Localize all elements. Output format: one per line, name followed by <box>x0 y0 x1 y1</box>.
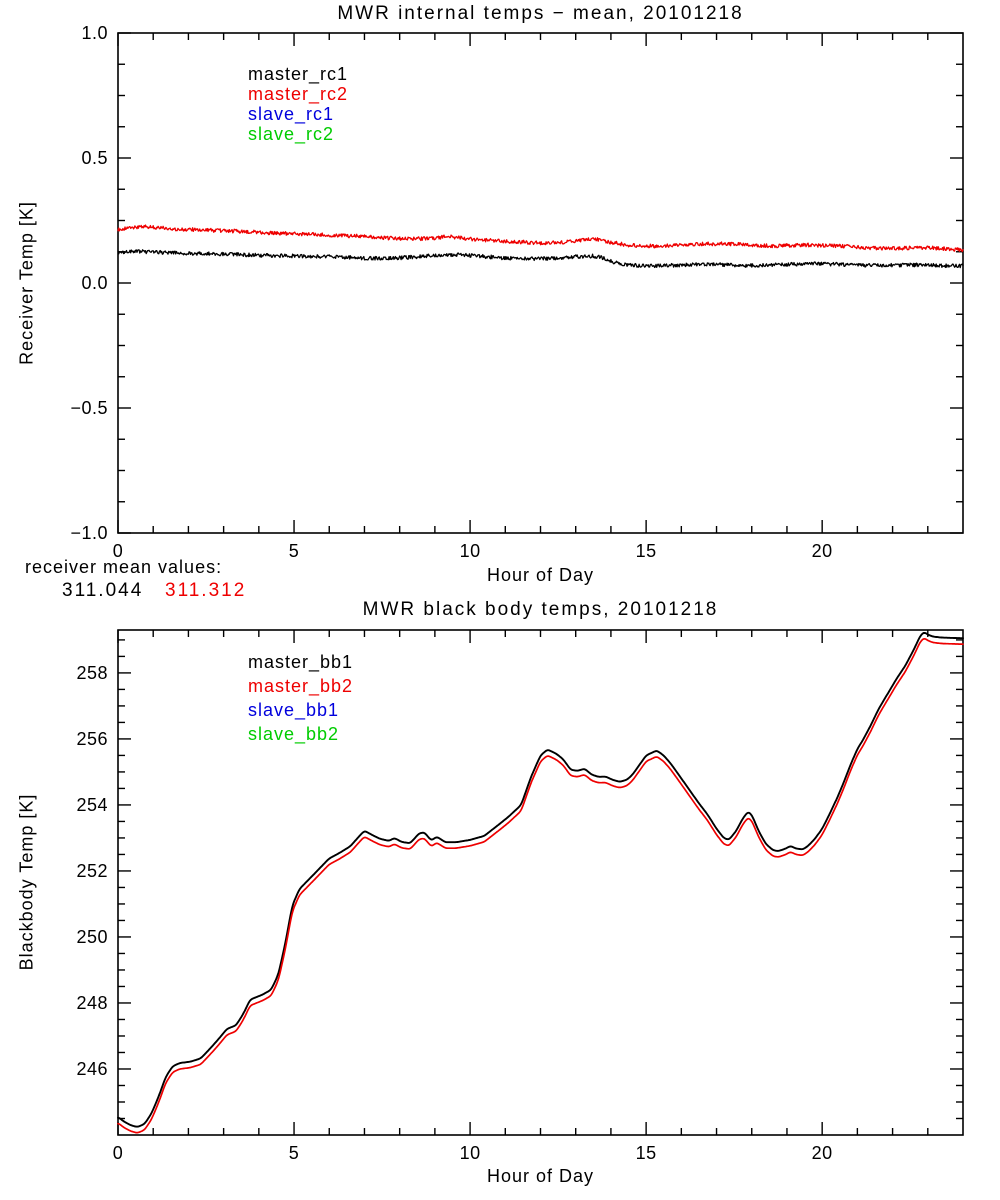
top-plot: 0 5 10 15 20 −1.0 −0.5 0.0 0.5 1.0 <box>70 23 964 561</box>
bottom-legend: master_bb1 master_bb2 slave_bb1 slave_bb… <box>248 650 353 746</box>
receiver-mean-caption: receiver mean values: <box>25 557 223 577</box>
y-tick-label: 248 <box>76 993 108 1013</box>
legend-label-slave-bb1: slave_bb1 <box>248 700 340 720</box>
bottom-plot-title: MWR black body temps, 20101218 <box>362 599 719 620</box>
series-master_rc2 <box>117 224 964 253</box>
x-tick-label: 5 <box>289 1143 300 1163</box>
top-x-axis-label: Hour of Day <box>486 565 595 585</box>
x-tick-label: 20 <box>812 541 833 561</box>
receiver-mean-value-2: 311.312 <box>165 580 247 601</box>
y-tick-label: 250 <box>76 927 108 947</box>
legend-label-master-rc1: master_rc1 <box>248 64 349 84</box>
bottom-x-axis-label: Hour of Day <box>486 1166 595 1186</box>
plot-frame <box>117 32 964 534</box>
receiver-mean-value-1: 311.044 <box>62 580 144 601</box>
y-tick-label: 0.5 <box>81 148 108 168</box>
tick-labels: 0 5 10 15 20 −1.0 −0.5 0.0 0.5 1.0 <box>70 23 832 561</box>
tick-labels: 0 5 10 15 20 246 248 250 252 254 256 258 <box>76 663 832 1163</box>
x-tick-label: 5 <box>289 541 300 561</box>
plot-frame <box>117 629 964 1136</box>
x-tick-label: 10 <box>460 541 481 561</box>
legend-label-master-bb2: master_bb2 <box>248 676 354 696</box>
y-tick-label: −0.5 <box>70 398 108 418</box>
legend-label-master-rc2: master_rc2 <box>248 84 349 104</box>
axis-ticks <box>117 630 963 1135</box>
series-master_bb2 <box>117 637 964 1134</box>
bottom-y-axis-label: Blackbody Temp [K] <box>16 793 37 971</box>
y-tick-label: 252 <box>76 861 108 881</box>
y-tick-label: 246 <box>76 1059 108 1079</box>
top-legend: master_rc1 master_rc2 slave_rc1 slave_rc… <box>248 64 348 144</box>
axis-ticks <box>117 32 963 534</box>
legend-label-slave-rc2: slave_rc2 <box>248 124 335 144</box>
x-tick-label: 20 <box>812 1143 833 1163</box>
x-tick-label: 0 <box>113 1143 124 1163</box>
series-master_bb1 <box>117 631 964 1128</box>
series-master_rc1 <box>117 249 964 269</box>
y-tick-label: 254 <box>76 795 108 815</box>
y-tick-label: 1.0 <box>81 23 108 43</box>
top-y-axis-label: Receiver Temp [K] <box>16 201 37 365</box>
legend-label-slave-bb2: slave_bb2 <box>248 724 340 744</box>
bottom-plot: 0 5 10 15 20 246 248 250 252 254 256 258 <box>76 629 964 1163</box>
x-tick-label: 10 <box>460 1143 481 1163</box>
y-tick-label: 256 <box>76 729 108 749</box>
x-tick-label: 0 <box>113 541 124 561</box>
top-plot-title: MWR internal temps − mean, 20101218 <box>337 3 744 24</box>
y-tick-label: 258 <box>76 663 108 683</box>
x-tick-label: 15 <box>636 1143 657 1163</box>
y-tick-label: 0.0 <box>81 273 108 293</box>
legend-label-slave-rc1: slave_rc1 <box>248 104 335 124</box>
legend-label-master-bb1: master_bb1 <box>248 652 354 672</box>
x-tick-label: 15 <box>636 541 657 561</box>
y-tick-label: −1.0 <box>70 523 108 543</box>
